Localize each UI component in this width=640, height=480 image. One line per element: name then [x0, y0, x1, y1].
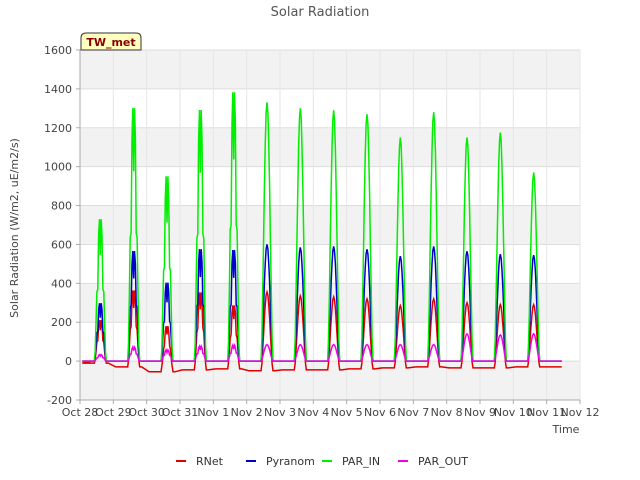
chart-title: Solar Radiation	[271, 5, 370, 20]
y-tick-label: 1400	[44, 83, 72, 96]
plot-background-bands	[80, 50, 580, 400]
y-tick-label: 1200	[44, 122, 72, 135]
x-tick-label: Oct 31	[162, 406, 199, 419]
y-tick-labels: -200 0 200 400 600 800 1000 1200 1400 1600	[44, 44, 72, 407]
x-axis-label: Time	[552, 423, 580, 436]
plot-band	[80, 361, 580, 400]
x-tick-label: Oct 29	[95, 406, 132, 419]
x-tick-label: Nov 7	[397, 406, 429, 419]
badge-box	[80, 32, 142, 51]
x-tick-label: Nov 12	[561, 406, 600, 419]
axes	[76, 49, 581, 404]
x-tick-label: Nov 5	[331, 406, 363, 419]
y-tick-label: 1600	[44, 44, 72, 57]
x-tick-label: Nov 8	[431, 406, 463, 419]
x-tick-label: Nov 10	[494, 406, 533, 419]
series-line-par-out	[82, 332, 562, 362]
y-tick-label: 800	[51, 200, 72, 213]
plot-band	[80, 127, 580, 167]
x-tick-label: Oct 28	[62, 406, 99, 419]
y-tick-label: 400	[51, 277, 72, 290]
x-tick-label: Nov 3	[264, 406, 296, 419]
legend-label: PAR_IN	[342, 455, 380, 468]
legend-label: PAR_OUT	[418, 455, 468, 468]
x-tick-label: Nov 6	[364, 406, 396, 419]
y-tick-label: -200	[47, 394, 72, 407]
x-tick-label: Nov 4	[297, 406, 329, 419]
badge-label: TW_met	[86, 36, 135, 49]
series-line-rnet	[82, 289, 562, 373]
series-layer	[82, 92, 562, 373]
legend-label: Pyranom	[266, 455, 315, 468]
x-tick-label: Nov 1	[197, 406, 229, 419]
x-tick-label: Nov 11	[527, 406, 566, 419]
station-badge: TW_met	[80, 32, 142, 51]
plot-band	[80, 50, 580, 89]
x-tick-label: Nov 9	[464, 406, 496, 419]
y-tick-label: 200	[51, 316, 72, 329]
x-tick-label: Nov 2	[231, 406, 263, 419]
y-tick-label: 0	[65, 355, 72, 368]
legend: RNet Pyranom PAR_IN PAR_OUT	[176, 455, 468, 468]
y-tick-label: 1000	[44, 161, 72, 174]
y-axis-label: Solar Radiation (W/m2, uE/m2/s)	[8, 138, 21, 318]
legend-label: RNet	[196, 455, 224, 468]
x-tick-label: Oct 30	[128, 406, 165, 419]
y-tick-label: 600	[51, 238, 72, 251]
